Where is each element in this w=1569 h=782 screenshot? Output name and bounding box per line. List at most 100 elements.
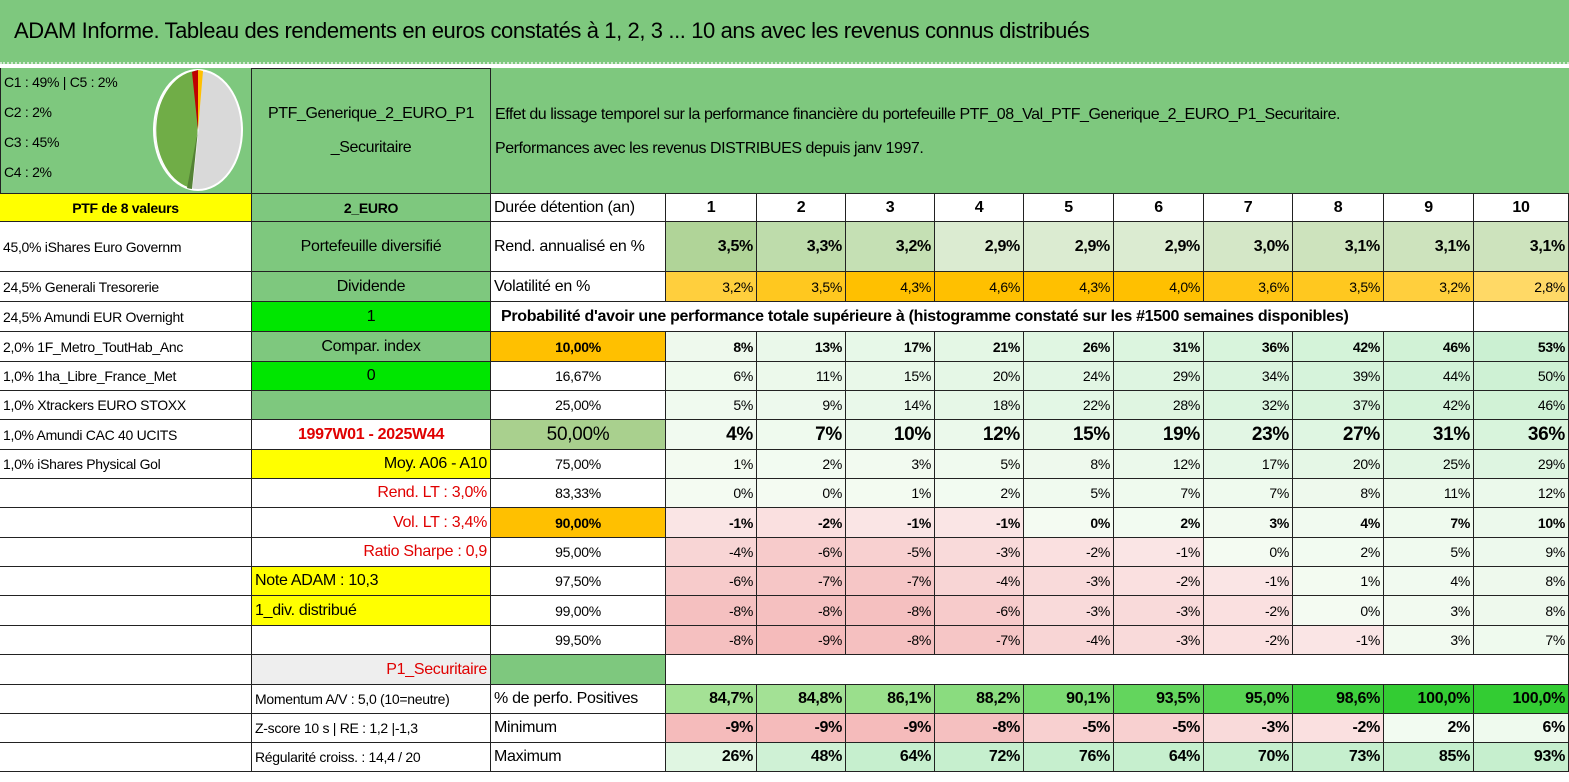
value-cell: 28% — [1114, 391, 1204, 420]
value-cell: 2,8% — [1474, 272, 1569, 302]
label-cell: 99,00% — [491, 596, 666, 626]
label-cell: Durée détention (an) — [491, 194, 666, 222]
value-cell: 7 — [1204, 194, 1293, 222]
value-cell: 2 — [757, 194, 846, 222]
value-cell: -3% — [935, 538, 1024, 567]
value-cell: 86,1% — [846, 685, 935, 714]
value-cell: 3 — [846, 194, 935, 222]
value-cell: 8% — [1474, 567, 1569, 596]
value-cell: 3,3% — [757, 222, 846, 272]
label-cell: 16,67% — [491, 362, 666, 391]
value-cell: -3% — [1114, 596, 1204, 626]
value-cell: 84,7% — [666, 685, 757, 714]
holding-cell — [0, 567, 252, 596]
value-cell: 5% — [935, 450, 1024, 479]
value-cell: -6% — [666, 567, 757, 596]
value-cell: -2% — [1114, 567, 1204, 596]
value-cell: -8% — [935, 714, 1024, 743]
value-cell: 19% — [1114, 420, 1204, 450]
pie-slice — [155, 69, 199, 190]
value-cell: 4 — [935, 194, 1024, 222]
value-cell: 18% — [935, 391, 1024, 420]
value-cell: -3% — [1024, 596, 1114, 626]
value-cell: 10% — [1474, 508, 1569, 538]
value-cell: -5% — [1024, 714, 1114, 743]
info-cell — [252, 626, 491, 655]
value-cell: 3% — [1384, 626, 1474, 655]
value-cell: 4,0% — [1114, 272, 1204, 302]
value-cell: -1% — [846, 508, 935, 538]
value-cell: 9 — [1384, 194, 1474, 222]
value-cell: 48% — [757, 743, 846, 772]
value-cell: 25% — [1384, 450, 1474, 479]
value-cell: 34% — [1204, 362, 1293, 391]
value-cell: -2% — [1204, 626, 1293, 655]
holding-cell — [0, 596, 252, 626]
value-cell: 5% — [1384, 538, 1474, 567]
title: ADAM Informe. Tableau des rendements en … — [0, 0, 1569, 64]
holding-cell: 2,0% 1F_Metro_ToutHab_Anc — [0, 332, 252, 362]
value-cell: -1% — [1114, 538, 1204, 567]
holding-cell — [0, 714, 252, 743]
value-cell: 27% — [1293, 420, 1384, 450]
holding-cell: 24,5% Generali Tresorerie — [0, 272, 252, 302]
value-cell: 3% — [846, 450, 935, 479]
value-cell: 32% — [1204, 391, 1293, 420]
value-cell: -2% — [1204, 596, 1293, 626]
value-cell: 98,6% — [1293, 685, 1384, 714]
value-cell: 8% — [1293, 479, 1384, 508]
value-cell: -6% — [757, 538, 846, 567]
value-cell: 5% — [1024, 479, 1114, 508]
value-cell: 3,2% — [666, 272, 757, 302]
value-cell: -3% — [1204, 714, 1293, 743]
value-cell: 6% — [1474, 714, 1569, 743]
holding-cell: 45,0% iShares Euro Governm — [0, 222, 252, 272]
pie-slice — [198, 70, 203, 130]
value-cell: -8% — [757, 596, 846, 626]
value-cell: 8% — [1474, 596, 1569, 626]
value-cell: 23% — [1204, 420, 1293, 450]
legend-entry: C4 : 2% — [4, 164, 52, 180]
value-cell: 3,1% — [1384, 222, 1474, 272]
value-cell: 50% — [1474, 362, 1569, 391]
value-cell: 15% — [846, 362, 935, 391]
caption-cell: Probabilité d'avoir une performance tota… — [491, 302, 1474, 332]
legend-entry: C2 : 2% — [4, 104, 52, 120]
value-cell: 29% — [1114, 362, 1204, 391]
label-cell: 99,50% — [491, 626, 666, 655]
portfolio-name-line: PTF_Generique_2_EURO_P1 — [267, 105, 475, 122]
value-cell: 24% — [1024, 362, 1114, 391]
value-cell: 0% — [666, 479, 757, 508]
value-cell: 11% — [757, 362, 846, 391]
holding-cell — [0, 626, 252, 655]
portfolio-name-line: _Securitaire — [330, 139, 412, 156]
value-cell: 3,1% — [1293, 222, 1384, 272]
value-cell: 46% — [1474, 391, 1569, 420]
empty-cell — [666, 655, 1569, 685]
value-cell: -5% — [846, 538, 935, 567]
value-cell: 6% — [666, 362, 757, 391]
info-cell — [252, 391, 491, 420]
value-cell: 5% — [666, 391, 757, 420]
info-cell: Note ADAM : 10,3 — [252, 567, 491, 596]
value-cell: 26% — [1024, 332, 1114, 362]
info-cell: Z-score 10 s | RE : 1,2 |-1,3 — [252, 714, 491, 743]
value-cell: 76% — [1024, 743, 1114, 772]
value-cell: 42% — [1384, 391, 1474, 420]
value-cell: 36% — [1204, 332, 1293, 362]
info-cell: 2_EURO — [252, 194, 491, 222]
value-cell: 5 — [1024, 194, 1114, 222]
info-cell: Ratio Sharpe : 0,9 — [252, 538, 491, 567]
label-cell: Volatilité en % — [491, 272, 666, 302]
value-cell: 64% — [1114, 743, 1204, 772]
value-cell: 13% — [757, 332, 846, 362]
value-cell: -8% — [846, 596, 935, 626]
value-cell: 10% — [846, 420, 935, 450]
value-cell: -8% — [666, 596, 757, 626]
value-cell: -2% — [1293, 714, 1384, 743]
value-cell: 7% — [1474, 626, 1569, 655]
value-cell: 2% — [1114, 508, 1204, 538]
value-cell: 0% — [1204, 538, 1293, 567]
value-cell: 1% — [846, 479, 935, 508]
